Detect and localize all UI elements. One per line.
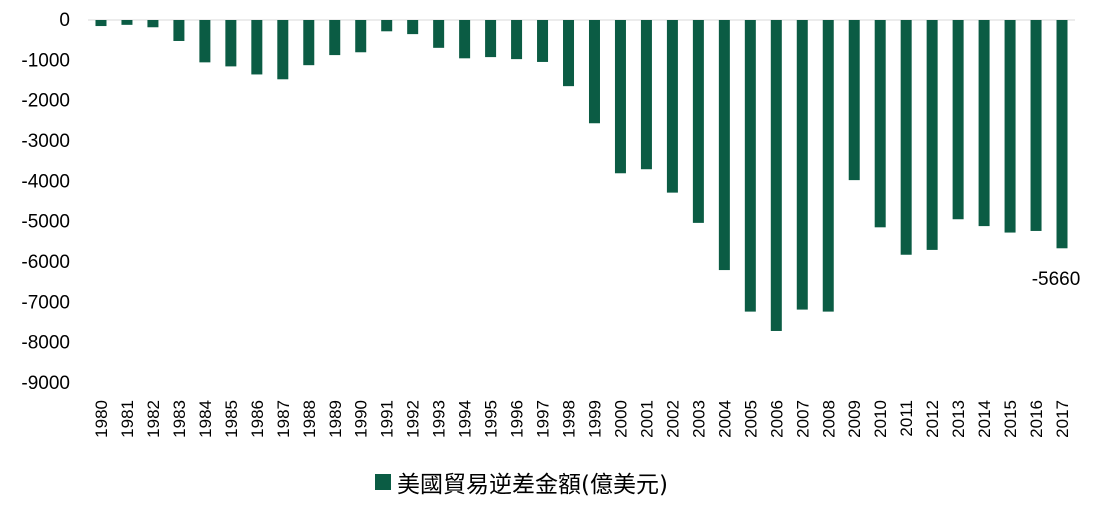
x-tick-label: 2000 [611,400,630,438]
bar [692,20,704,223]
bars [95,20,1068,331]
bar [666,20,678,193]
bar [874,20,886,228]
x-tick-label: 2001 [637,400,656,438]
x-tick-label: 2004 [715,400,734,438]
bar [1030,20,1042,231]
x-tick-label: 1994 [456,400,475,438]
y-tick-label: -9000 [21,373,70,394]
x-tick-label: 2006 [767,400,786,438]
x-tick-label: 1999 [585,400,604,438]
bar [251,20,263,75]
bar [485,20,497,58]
x-tick-label: 2003 [689,400,708,438]
x-tick-label: 1995 [482,400,501,438]
bar [225,20,237,67]
bar [588,20,600,124]
bar [848,20,860,181]
y-tick-label: -2000 [21,91,70,112]
y-axis: 0 -1000 -2000 -3000 -4000 -5000 -6000 -7000 -800… [21,10,70,394]
legend: 美國貿易逆差金額(億美元) [375,466,668,498]
x-tick-label: 2005 [741,400,760,438]
x-tick-label: 1985 [222,400,241,438]
bar [459,20,471,59]
bar [173,20,185,41]
y-tick-label: -6000 [21,252,70,273]
x-tick-label: 1989 [326,400,345,438]
x-tick-label: 2014 [975,400,994,438]
bar [744,20,756,312]
bar [95,20,107,27]
bar [640,20,652,170]
bar [900,20,912,255]
x-tick-label: 1993 [430,400,449,438]
bar [563,20,575,87]
x-tick-label: 2013 [949,400,968,438]
bar [926,20,938,250]
bar [329,20,341,56]
bar [511,20,523,60]
bar [1004,20,1016,233]
bar [147,20,159,28]
last-value-label: -5660 [1032,269,1081,290]
y-tick-label: -8000 [21,333,70,354]
bar [952,20,964,220]
x-tick-label: 1980 [92,400,111,438]
bar [277,20,289,80]
x-tick-label: 2010 [871,400,890,438]
legend-label: 美國貿易逆差金額(億美元) [397,472,668,498]
bar [303,20,315,66]
bar [796,20,808,310]
x-tick-label: 1984 [196,400,215,438]
bar [407,20,419,35]
x-tick-label: 2009 [845,400,864,438]
bar [121,20,133,25]
x-tick-label: 1997 [534,400,553,438]
x-tick-label: 1982 [144,400,163,438]
x-tick-label: 1988 [300,400,319,438]
bar [1056,20,1068,249]
y-tick-label: 0 [59,10,70,31]
bar [978,20,990,227]
x-tick-label: 2007 [793,400,812,438]
legend-swatch [375,474,391,490]
y-tick-label: -3000 [21,131,70,152]
bar [614,20,626,174]
bar [433,20,445,48]
x-tick-label: 2016 [1027,400,1046,438]
y-tick-label: -7000 [21,292,70,313]
x-tick-label: 2017 [1053,400,1072,438]
x-tick-label: 2011 [897,400,916,437]
bar [381,20,393,32]
x-tick-label: 1991 [378,400,397,438]
bar [537,20,549,62]
y-tick-label: -1000 [21,50,70,71]
bar [822,20,834,312]
x-axis: 1980 1981 1982 1983 1984 1985 1986 1987 1988 1989… [92,400,1072,438]
y-tick-label: -4000 [21,171,70,192]
x-tick-label: 1992 [404,400,423,438]
bar [770,20,782,331]
x-tick-label: 2008 [819,400,838,438]
x-tick-label: 2002 [663,400,682,438]
x-tick-label: 1990 [352,400,371,438]
x-tick-label: 1987 [274,400,293,438]
x-tick-label: 2015 [1001,400,1020,438]
bar [355,20,367,53]
x-tick-label: 1996 [508,400,527,438]
bar [718,20,730,271]
x-tick-label: 1983 [170,400,189,438]
x-tick-label: 2012 [923,400,942,438]
x-tick-label: 1986 [248,400,267,438]
bar [199,20,211,63]
x-tick-label: 1981 [118,400,137,438]
x-tick-label: 1998 [560,400,579,438]
y-tick-label: -5000 [21,212,70,233]
